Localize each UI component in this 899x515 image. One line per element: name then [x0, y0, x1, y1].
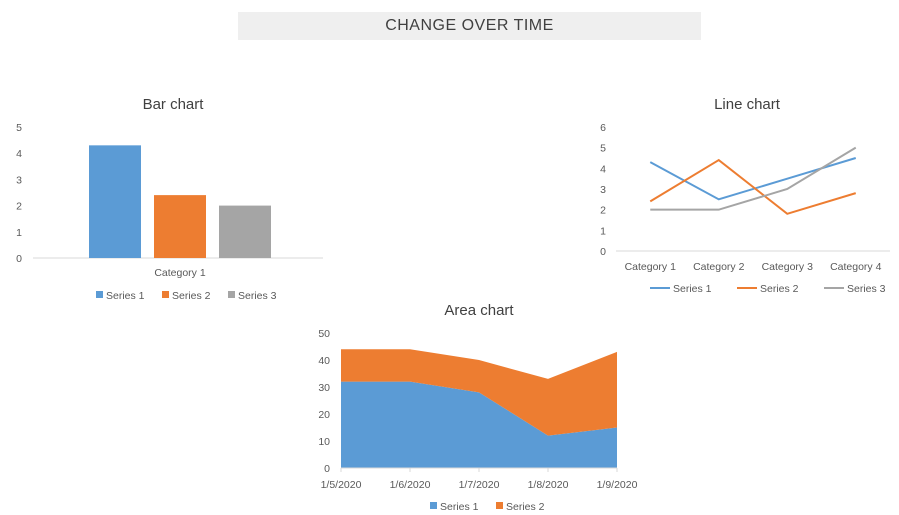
y-tick-label: 0 [16, 253, 22, 265]
line-x-axis-ticks: Category 1 Category 2 Category 3 Category 4 [625, 261, 882, 273]
line-marks [649, 146, 857, 215]
y-tick-label: 4 [16, 148, 22, 160]
legend-swatch [430, 502, 437, 509]
y-tick-label: 1 [600, 225, 606, 237]
line-chart-title: Line chart [714, 96, 781, 113]
area-y-axis-ticks: 0 10 20 30 40 50 [318, 328, 330, 475]
legend-entry: Series 1 [440, 501, 479, 513]
y-tick-label: 5 [600, 143, 606, 155]
x-tick-label: 1/6/2020 [390, 479, 431, 491]
legend-entry: Series 1 [106, 290, 145, 302]
y-tick-label: 50 [318, 328, 330, 340]
x-tick-label: Category 1 [625, 261, 677, 273]
legend-entry: Series 3 [847, 283, 886, 295]
x-tick-label: Category 4 [830, 261, 882, 273]
y-tick-label: 4 [600, 163, 606, 175]
legend-entry: Series 2 [760, 283, 799, 295]
y-tick-label: 10 [318, 436, 330, 448]
x-tick-label: 1/9/2020 [597, 479, 638, 491]
x-tick-label: 1/7/2020 [459, 479, 500, 491]
y-tick-label: 20 [318, 409, 330, 421]
series-area-1 [341, 381, 617, 468]
y-tick-label: 40 [318, 355, 330, 367]
legend-entry: Series 1 [673, 283, 712, 295]
legend-swatch [228, 291, 235, 298]
y-tick-label: 0 [324, 463, 330, 475]
area-x-axis-ticks: 1/5/2020 1/6/2020 1/7/2020 1/8/2020 1/9/2020 [321, 468, 638, 491]
y-tick-label: 2 [16, 201, 22, 213]
x-tick-label: 1/8/2020 [528, 479, 569, 491]
area-chart-title: Area chart [444, 302, 514, 319]
y-tick-label: 2 [600, 205, 606, 217]
x-tick-label: Category 2 [693, 261, 745, 273]
area-legend: Series 1 Series 2 [430, 501, 545, 513]
series-line-1 [649, 157, 857, 201]
bar-chart-title: Bar chart [143, 96, 205, 113]
legend-entry: Series 3 [238, 290, 277, 302]
series-area-2 [341, 349, 617, 436]
bar-y-axis-ticks: 0 1 2 3 4 5 [16, 122, 22, 265]
bar-1 [89, 145, 141, 258]
legend-entry: Series 2 [506, 501, 545, 513]
bar-3 [219, 205, 271, 258]
x-tick-label: Category 3 [762, 261, 814, 273]
y-tick-label: 5 [16, 122, 22, 134]
x-tick-label: 1/5/2020 [321, 479, 362, 491]
area-marks [341, 349, 617, 468]
y-tick-label: 3 [16, 174, 22, 186]
bar-legend: Series 1 Series 2 Series 3 [96, 290, 277, 302]
legend-swatch [496, 502, 503, 509]
y-tick-label: 3 [600, 184, 606, 196]
y-tick-label: 0 [600, 246, 606, 258]
series-line-2 [649, 158, 857, 215]
bar-2 [154, 195, 206, 258]
bar-x-tick-label: Category 1 [154, 267, 206, 279]
legend-swatch [96, 291, 103, 298]
y-tick-label: 1 [16, 227, 22, 239]
y-tick-label: 30 [318, 382, 330, 394]
y-tick-label: 6 [600, 122, 606, 134]
series-line-3 [650, 146, 857, 211]
page-title: CHANGE OVER TIME [238, 12, 701, 40]
legend-entry: Series 2 [172, 290, 211, 302]
line-y-axis-ticks: 0 1 2 3 4 5 6 [600, 122, 606, 258]
bar-marks [89, 145, 271, 258]
line-legend: Series 1 Series 2 Series 3 [650, 283, 886, 295]
legend-swatch [162, 291, 169, 298]
